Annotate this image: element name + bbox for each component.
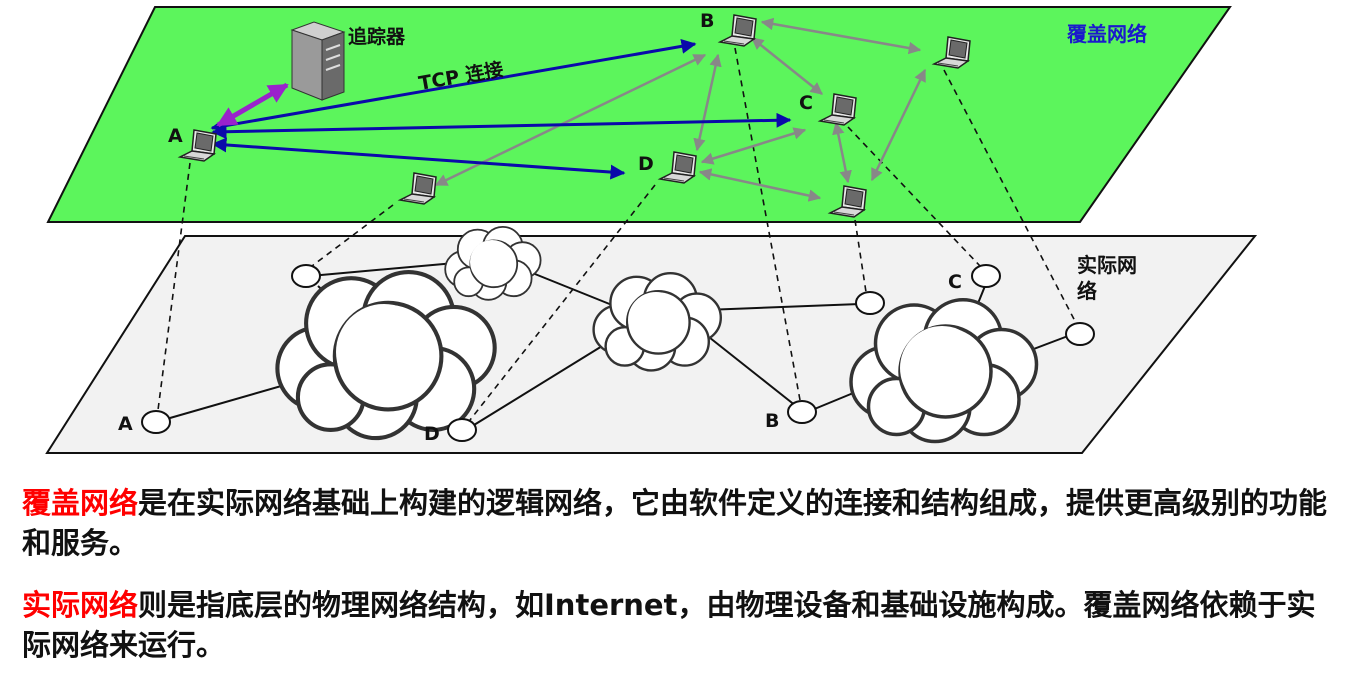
- server-icon: [290, 21, 346, 101]
- caption-physical-highlight: 实际网络: [22, 588, 139, 622]
- caption-overlay-highlight: 覆盖网络: [22, 486, 139, 520]
- tracker-arrow: [216, 82, 289, 128]
- overlay-plane: [46, 6, 1232, 223]
- caption-physical-text2: 覆盖网络依赖于实际网络来运行。: [22, 588, 1316, 662]
- physical-nodes: [141, 264, 1095, 442]
- caption-physical: 实际网络则是指底层的物理网络结构，如Internet，由物理设备和基础设施构成。…: [22, 585, 1332, 665]
- physical-node-d: D: [424, 423, 440, 445]
- overlay-title: 覆盖网络: [1066, 22, 1147, 46]
- tracker-label: 追踪器: [348, 25, 406, 48]
- physical-node-b: B: [765, 410, 779, 432]
- overlay-node-c: C: [799, 92, 813, 114]
- caption-overlay: 覆盖网络是在实际网络基础上构建的逻辑网络，它由软件定义的连接和结构组成，提供更高…: [22, 483, 1332, 563]
- overlay-node-d: D: [638, 153, 654, 175]
- caption-physical-text1: 则是指底层的物理网络结构，如Internet，由物理设备和基础设施构成。: [138, 588, 1084, 622]
- tcp-arrows: [210, 38, 792, 180]
- caption-overlay-text: 是在实际网络基础上构建的逻辑网络，它由软件定义的连接和结构组成，提供更高级别的功…: [22, 486, 1328, 560]
- overlay-node-b: B: [700, 10, 714, 32]
- physical-node-a: A: [118, 413, 133, 435]
- mapping-lines: [157, 47, 1077, 421]
- overlay-node-a: A: [168, 125, 183, 147]
- physical-node-c: C: [948, 271, 962, 293]
- physical-title-line1: 实际网络: [1077, 253, 1137, 303]
- network-diagram: 覆盖网络 实际网络 追踪器 TCP 连接 A B C D A B C D: [45, 6, 1258, 454]
